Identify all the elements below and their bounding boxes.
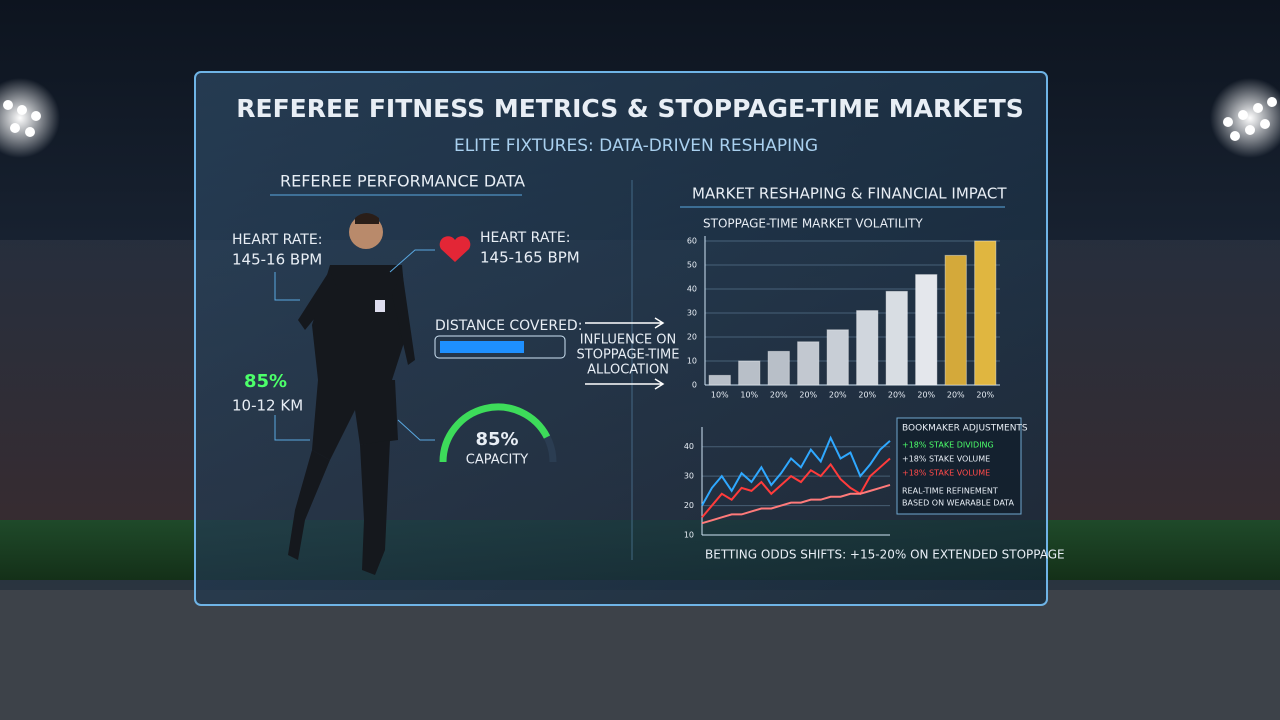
y-tick-label: 40	[687, 285, 697, 294]
x-tick-label: 20%	[917, 391, 935, 400]
y-tick-label: 10	[687, 357, 697, 366]
legend-box	[896, 417, 1022, 515]
gauge-label: CAPACITY	[466, 453, 528, 468]
floodlights	[0, 78, 1280, 158]
y-tick-label: 30	[684, 472, 694, 481]
progress-fill	[440, 341, 524, 353]
bar	[856, 310, 879, 386]
hr-label-b: HEART RATE:	[480, 230, 570, 246]
section-title: MARKET RESHAPING & FINANCIAL IMPACT	[692, 185, 1007, 203]
bar	[826, 329, 849, 386]
y-tick-label: 50	[687, 261, 697, 270]
y-tick-label: 10	[684, 531, 694, 540]
line-series	[701, 484, 891, 525]
y-tick-label: 40	[684, 442, 694, 451]
y-tick-label: 20	[684, 501, 694, 510]
influence-line: INFLUENCE ON	[580, 333, 676, 348]
legend-item: +18% STAKE VOLUME	[902, 469, 990, 478]
influence-line: STOPPAGE-TIME	[577, 348, 680, 363]
gauge-arc	[439, 403, 551, 463]
glass-panel	[194, 71, 1048, 606]
floor	[0, 590, 1280, 720]
title: REFEREE FITNESS METRICS & STOPPAGE-TIME …	[236, 94, 1024, 123]
legend-note: BASED ON WEARABLE DATA	[902, 499, 1014, 508]
bar	[944, 254, 967, 386]
section-title: REFEREE PERFORMANCE DATA	[280, 172, 525, 191]
bar	[797, 341, 820, 386]
arrows	[585, 317, 665, 390]
distance-label: DISTANCE COVERED:	[435, 318, 582, 334]
x-tick-label: 20%	[829, 391, 847, 400]
connector	[274, 415, 310, 441]
subtitle: ELITE FIXTURES: DATA-DRIVEN RESHAPING	[454, 136, 818, 156]
connector	[389, 249, 435, 273]
connector	[274, 272, 300, 301]
legend-item: +18% STAKE DIVIDING	[902, 441, 994, 450]
x-tick-label: 20%	[858, 391, 876, 400]
legend-note: REAL-TIME REFINEMENT	[902, 487, 998, 496]
gauge-value: 85%	[475, 429, 518, 450]
heart-icon	[439, 236, 471, 262]
distance-percent: 85%	[244, 371, 287, 392]
caption: BETTING ODDS SHIFTS: +15-20% ON EXTENDED…	[705, 548, 1065, 562]
x-tick-label: 20%	[770, 391, 788, 400]
x-tick-label: 10%	[711, 391, 729, 400]
x-tick-label: 20%	[799, 391, 817, 400]
hr-label-a: HEART RATE:	[232, 232, 322, 248]
connector	[397, 419, 435, 441]
referee	[288, 213, 415, 575]
progress-frame	[434, 335, 566, 359]
bar	[974, 240, 997, 386]
hr-value-b: 145-165 BPM	[480, 249, 580, 267]
line-series	[701, 435, 891, 507]
legend-title: BOOKMAKER ADJUSTMENTS	[902, 424, 1028, 434]
hr-value-a: 145-16 BPM	[232, 251, 322, 269]
bar	[885, 290, 908, 386]
bar-title: STOPPAGE-TIME MARKET VOLATILITY	[703, 217, 923, 231]
x-tick-label: 20%	[976, 391, 994, 400]
y-tick-label: 0	[692, 381, 697, 390]
x-tick-label: 20%	[888, 391, 906, 400]
y-tick-label: 30	[687, 309, 697, 318]
legend-item: +18% STAKE VOLUME	[902, 455, 990, 464]
bar	[767, 350, 790, 386]
x-tick-label: 20%	[947, 391, 965, 400]
gauge	[439, 403, 551, 463]
y-tick-label: 60	[687, 237, 697, 246]
distance-value: 10-12 KM	[232, 397, 303, 415]
bar	[915, 274, 938, 386]
x-tick-label: 10%	[740, 391, 758, 400]
influence-line: ALLOCATION	[587, 363, 669, 378]
bar	[708, 374, 731, 386]
y-tick-label: 20	[687, 333, 697, 342]
bar	[738, 360, 761, 386]
